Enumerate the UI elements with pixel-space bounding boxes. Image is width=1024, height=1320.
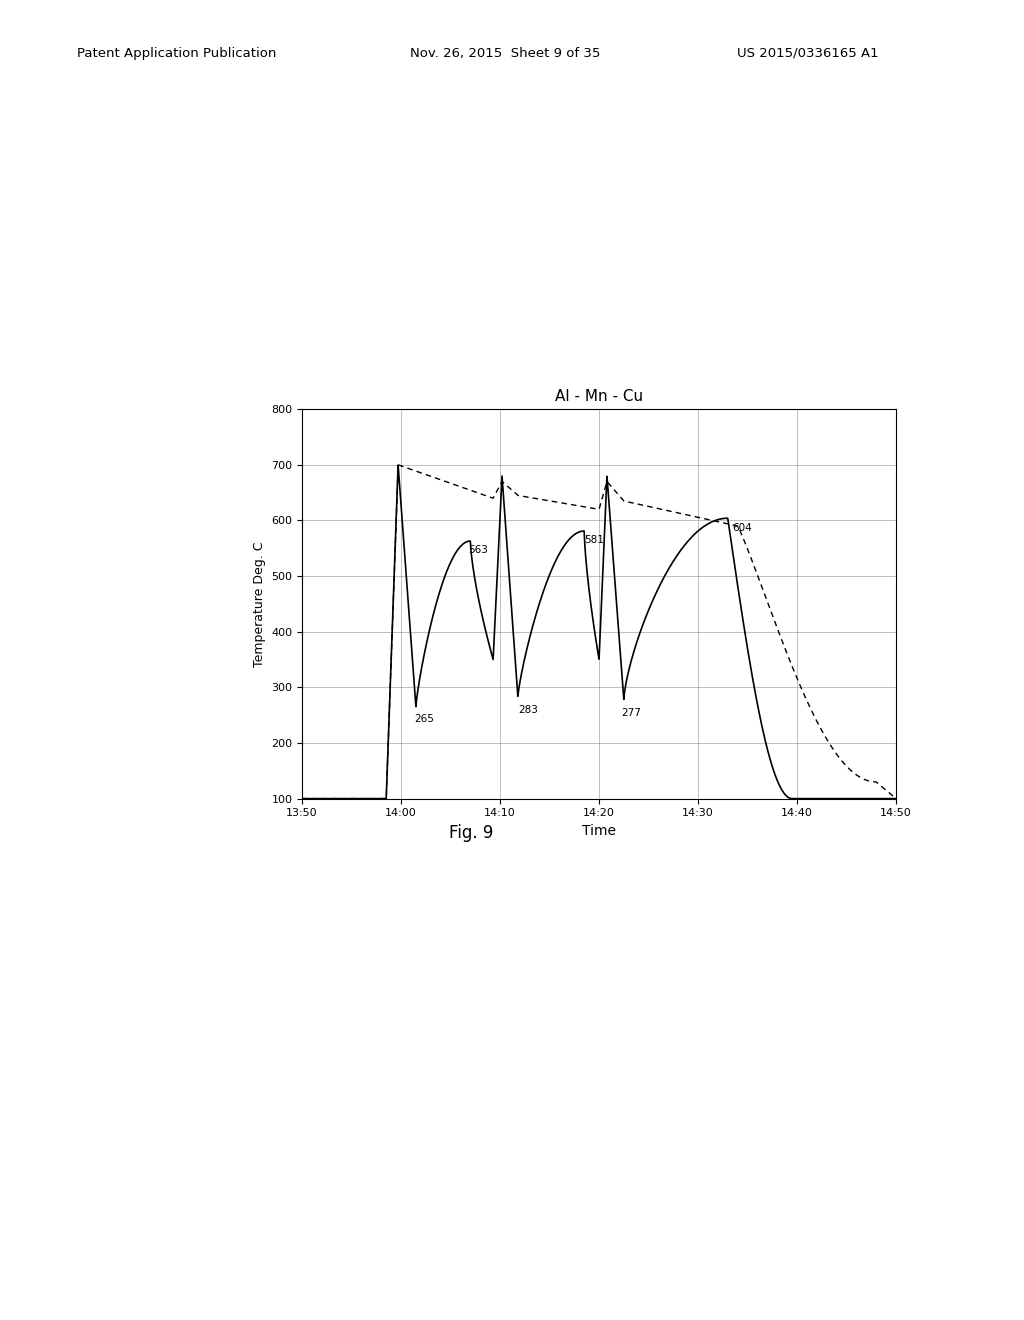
- Text: 277: 277: [621, 708, 641, 718]
- Text: Fig. 9: Fig. 9: [449, 824, 494, 842]
- Text: 283: 283: [518, 705, 538, 715]
- Text: Nov. 26, 2015  Sheet 9 of 35: Nov. 26, 2015 Sheet 9 of 35: [410, 46, 600, 59]
- X-axis label: Time: Time: [582, 824, 616, 838]
- Text: 581: 581: [584, 536, 604, 545]
- Text: 604: 604: [733, 523, 753, 533]
- Text: US 2015/0336165 A1: US 2015/0336165 A1: [737, 46, 879, 59]
- Y-axis label: Temperature Deg. C: Temperature Deg. C: [253, 541, 265, 667]
- Text: 563: 563: [468, 545, 488, 556]
- Text: Patent Application Publication: Patent Application Publication: [77, 46, 276, 59]
- Text: 265: 265: [414, 714, 434, 725]
- Title: Al - Mn - Cu: Al - Mn - Cu: [555, 389, 643, 404]
